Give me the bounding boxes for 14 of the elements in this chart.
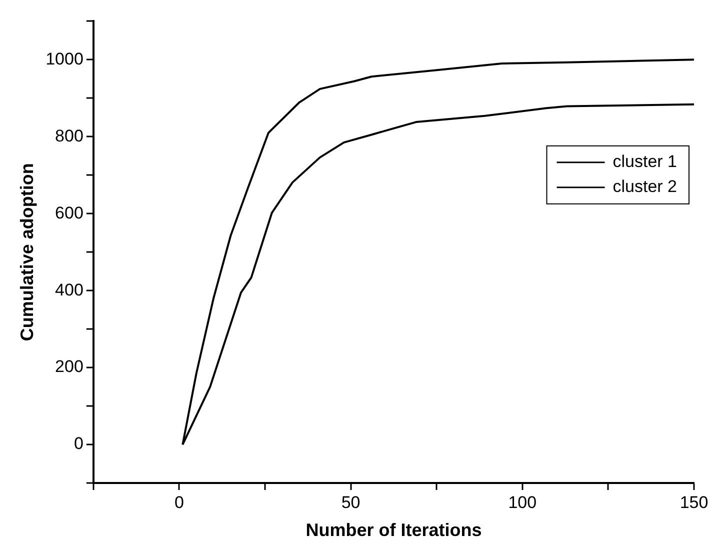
y-tick-label: 600 xyxy=(55,203,84,222)
y-axis-title: Cumulative adoption xyxy=(16,163,37,342)
legend-label: cluster 2 xyxy=(612,177,677,196)
y-tick-label: 800 xyxy=(55,126,84,146)
y-tick-label: 200 xyxy=(55,357,84,376)
x-tick-label: 0 xyxy=(174,492,184,512)
y-tick-label: 0 xyxy=(74,434,84,454)
x-tick-label: 100 xyxy=(508,492,537,512)
x-tick-label: 50 xyxy=(341,492,360,512)
x-axis-title: Number of Iterations xyxy=(306,520,482,540)
y-tick-label: 400 xyxy=(55,280,84,300)
x-tick-label: 150 xyxy=(680,492,708,512)
y-tick-label: 1000 xyxy=(46,49,84,68)
legend-label: cluster 1 xyxy=(612,152,677,172)
